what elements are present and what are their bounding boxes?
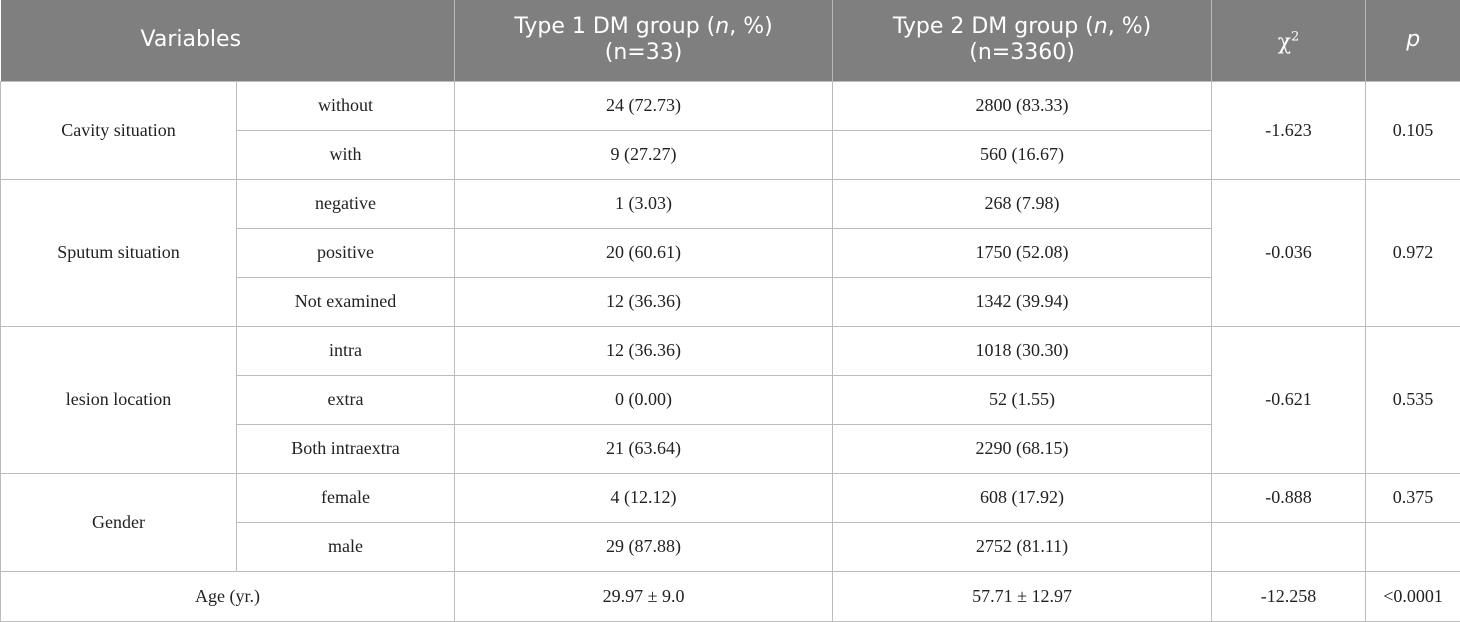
type1-cell: 12 (36.36) [455, 277, 833, 326]
type2-cell: 2800 (83.33) [833, 81, 1212, 130]
type1-cell: 1 (3.03) [455, 179, 833, 228]
type2-cell: 57.71 ± 12.97 [833, 571, 1212, 621]
type1-cell: 20 (60.61) [455, 228, 833, 277]
table-row: Gender female 4 (12.12) 608 (17.92) -0.8… [1, 473, 1460, 522]
header-row: Variables Type 1 DM group (n, %) (n=33) … [1, 0, 1460, 81]
group-cell: Cavity situation [1, 81, 237, 179]
chi-cell: -12.258 [1212, 571, 1366, 621]
type2-cell: 1342 (39.94) [833, 277, 1212, 326]
type2-cell: 1018 (30.30) [833, 326, 1212, 375]
type2-cell: 1750 (52.08) [833, 228, 1212, 277]
sub-cell: negative [237, 179, 455, 228]
p-cell: 0.375 [1366, 473, 1460, 522]
p-cell [1366, 522, 1460, 571]
type2-cell: 2290 (68.15) [833, 424, 1212, 473]
type2-cell: 268 (7.98) [833, 179, 1212, 228]
type1-cell: 9 (27.27) [455, 130, 833, 179]
sub-cell: Not examined [237, 277, 455, 326]
table-row: lesion location intra 12 (36.36) 1018 (3… [1, 326, 1460, 375]
chi-cell: -0.036 [1212, 179, 1366, 326]
type1-cell: 29.97 ± 9.0 [455, 571, 833, 621]
sub-cell: positive [237, 228, 455, 277]
type2-cell: 560 (16.67) [833, 130, 1212, 179]
chi-cell: -1.623 [1212, 81, 1366, 179]
type2-cell: 608 (17.92) [833, 473, 1212, 522]
sub-cell: male [237, 522, 455, 571]
sub-cell: intra [237, 326, 455, 375]
type1-cell: 29 (87.88) [455, 522, 833, 571]
header-variables: Variables [1, 0, 455, 81]
table-row: Cavity situation without 24 (72.73) 2800… [1, 81, 1460, 130]
sub-cell: Both intraextra [237, 424, 455, 473]
p-cell: 0.535 [1366, 326, 1460, 473]
header-chi-square: χ2 [1212, 0, 1366, 81]
table-row: Age (yr.) 29.97 ± 9.0 57.71 ± 12.97 -12.… [1, 571, 1460, 621]
table-row: Sputum situation negative 1 (3.03) 268 (… [1, 179, 1460, 228]
chi-cell: -0.888 [1212, 473, 1366, 522]
type2-cell: 2752 (81.11) [833, 522, 1212, 571]
chi-cell: -0.621 [1212, 326, 1366, 473]
header-type2: Type 2 DM group (n, %) (n=3360) [833, 0, 1212, 81]
sub-cell: with [237, 130, 455, 179]
sub-cell: extra [237, 375, 455, 424]
type1-cell: 4 (12.12) [455, 473, 833, 522]
sub-cell: female [237, 473, 455, 522]
header-type1: Type 1 DM group (n, %) (n=33) [455, 0, 833, 81]
p-cell: 0.972 [1366, 179, 1460, 326]
header-p-value: p [1366, 0, 1460, 81]
group-cell: Gender [1, 473, 237, 571]
type1-cell: 12 (36.36) [455, 326, 833, 375]
type1-cell: 24 (72.73) [455, 81, 833, 130]
p-cell: <0.0001 [1366, 571, 1460, 621]
type1-cell: 0 (0.00) [455, 375, 833, 424]
type2-cell: 52 (1.55) [833, 375, 1212, 424]
sub-cell: without [237, 81, 455, 130]
group-cell: Age (yr.) [1, 571, 455, 621]
type1-cell: 21 (63.64) [455, 424, 833, 473]
chi-cell [1212, 522, 1366, 571]
group-cell: lesion location [1, 326, 237, 473]
p-cell: 0.105 [1366, 81, 1460, 179]
group-cell: Sputum situation [1, 179, 237, 326]
